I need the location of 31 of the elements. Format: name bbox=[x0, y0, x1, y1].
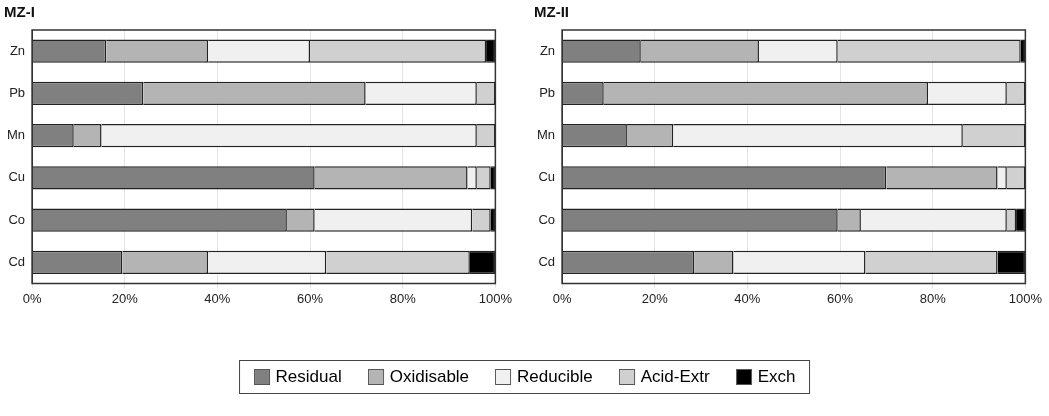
y-tick-label: Pb bbox=[539, 84, 556, 100]
y-tick-label: Cd bbox=[538, 253, 556, 269]
x-tick-label: 100% bbox=[1008, 290, 1043, 306]
x-tick-label: 40% bbox=[734, 290, 761, 306]
legend-label: Reducible bbox=[517, 367, 593, 387]
x-tick-label: 80% bbox=[389, 290, 417, 306]
legend-label: Oxidisable bbox=[389, 367, 470, 387]
y-tick-label: Mn bbox=[7, 127, 26, 143]
y-tick-label: Zn bbox=[539, 42, 556, 58]
y-tick-label: Cu bbox=[8, 169, 26, 185]
x-tick-label: 60% bbox=[297, 290, 324, 306]
x-tick-label: 20% bbox=[111, 290, 139, 306]
x-tick-label: 40% bbox=[204, 290, 231, 306]
legend-label: Residual bbox=[275, 367, 342, 387]
chart-title: MZ-II bbox=[534, 3, 569, 21]
legend-label: Acid-Extr bbox=[640, 367, 710, 387]
x-tick-label: 0% bbox=[22, 290, 42, 306]
x-tick-label: 20% bbox=[641, 290, 669, 306]
x-tick-label: 0% bbox=[552, 290, 572, 306]
y-tick-label: Mn bbox=[537, 127, 556, 143]
x-tick-label: 100% bbox=[478, 290, 513, 306]
y-tick-label: Co bbox=[538, 211, 556, 227]
y-tick-label: Zn bbox=[9, 42, 26, 58]
x-tick-label: 80% bbox=[919, 290, 947, 306]
legend-label: Exch bbox=[757, 367, 796, 387]
y-tick-label: Co bbox=[8, 211, 26, 227]
y-tick-label: Pb bbox=[9, 84, 26, 100]
chart-title: MZ-I bbox=[4, 3, 35, 21]
y-tick-label: Cu bbox=[538, 169, 556, 185]
y-tick-label: Cd bbox=[8, 253, 26, 269]
x-tick-label: 60% bbox=[827, 290, 854, 306]
